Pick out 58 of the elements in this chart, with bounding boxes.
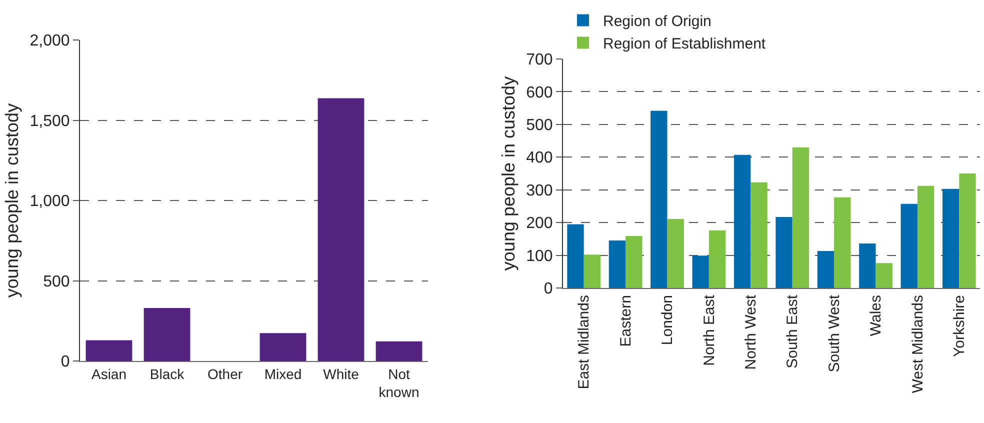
x-tick-label: Other — [207, 366, 243, 382]
bar — [692, 256, 709, 288]
y-tick-label: 0 — [60, 354, 70, 371]
x-tick-label: Eastern — [617, 295, 634, 347]
y-tick-label: 600 — [526, 84, 553, 102]
bar — [817, 251, 834, 288]
bar — [900, 204, 918, 288]
bar — [376, 341, 422, 361]
x-tick-label: South West — [826, 294, 843, 372]
bar — [734, 154, 751, 288]
bar — [917, 186, 934, 288]
bar — [708, 230, 726, 288]
bar — [942, 188, 960, 288]
x-tick-label: Wales — [868, 295, 885, 336]
x-tick-label: Black — [150, 366, 186, 382]
y-axis-title: young people in custody — [498, 76, 518, 271]
bar — [567, 224, 584, 288]
bar — [667, 218, 684, 288]
bar — [144, 308, 190, 361]
x-tick-label: Yorkshire — [951, 295, 968, 357]
bar — [859, 244, 876, 288]
x-tick-label: Not known — [378, 366, 420, 400]
bar — [834, 197, 851, 288]
bar — [626, 236, 642, 288]
x-tick-label: Mixed — [264, 366, 302, 382]
y-tick-label: 100 — [526, 248, 553, 265]
bar — [650, 110, 668, 288]
y-tick-label: 300 — [526, 182, 553, 200]
x-tick-label: North West — [742, 294, 760, 370]
y-tick-label: 400 — [526, 150, 553, 167]
y-tick-label: 1,500 — [30, 112, 70, 130]
bar — [318, 98, 364, 361]
bar — [86, 340, 132, 361]
bar — [792, 147, 810, 288]
y-tick-label: 500 — [526, 117, 553, 134]
x-tick-label: London — [659, 295, 676, 346]
x-tick-label: Asian — [91, 366, 127, 382]
bar — [959, 174, 976, 288]
bar — [584, 254, 601, 288]
bar — [750, 182, 768, 288]
y-tick-label: 0 — [544, 280, 553, 298]
y-tick-label: 2,000 — [30, 32, 70, 50]
legend-label: Region of Establishment — [603, 36, 766, 53]
y-tick-label: 500 — [43, 273, 70, 290]
y-tick-label: 1,000 — [30, 193, 70, 210]
y-axis-title: young people in custody — [2, 103, 22, 298]
y-tick-label: 200 — [526, 215, 553, 232]
x-tick-label: East Midlands — [576, 295, 593, 390]
bar — [260, 333, 306, 361]
x-tick-label: White — [323, 366, 360, 382]
x-tick-label: North East — [700, 294, 718, 366]
bar — [608, 240, 626, 288]
bar — [876, 263, 892, 288]
x-tick-label: West Midlands — [909, 295, 926, 394]
bar — [776, 217, 792, 288]
x-tick-label: South East — [784, 294, 802, 368]
legend-label: Region of Origin — [603, 13, 712, 30]
y-tick-label: 700 — [526, 52, 553, 69]
